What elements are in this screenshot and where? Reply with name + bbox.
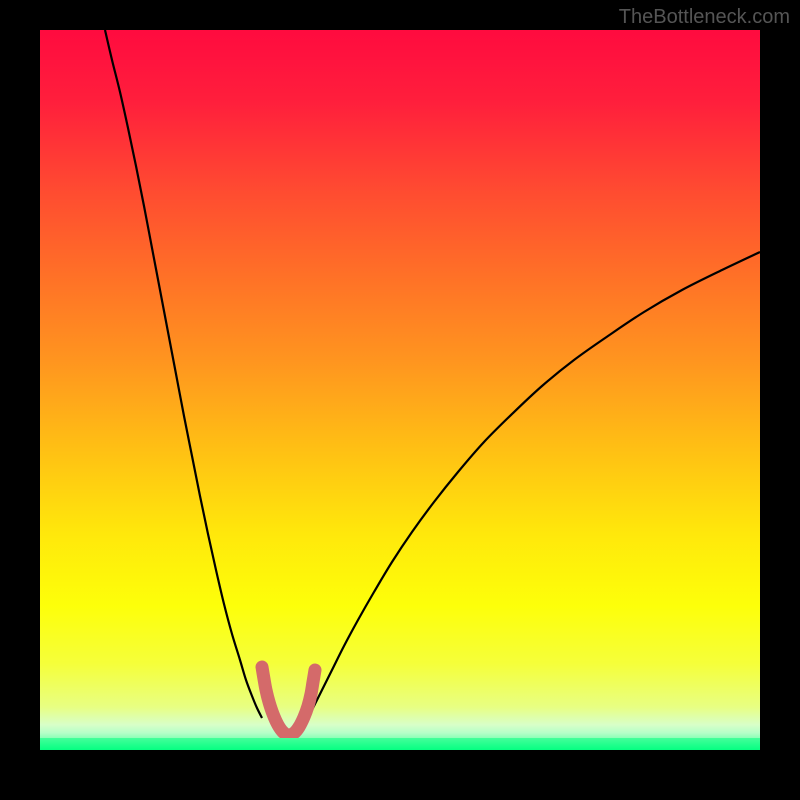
curve-right-branch xyxy=(308,252,760,718)
chart-curves xyxy=(40,30,760,750)
valley-highlight-marker xyxy=(262,667,315,735)
bottleneck-chart xyxy=(40,30,760,750)
watermark-text: TheBottleneck.com xyxy=(619,6,790,29)
curve-left-branch xyxy=(105,30,262,718)
baseline-green-strip xyxy=(40,738,760,750)
